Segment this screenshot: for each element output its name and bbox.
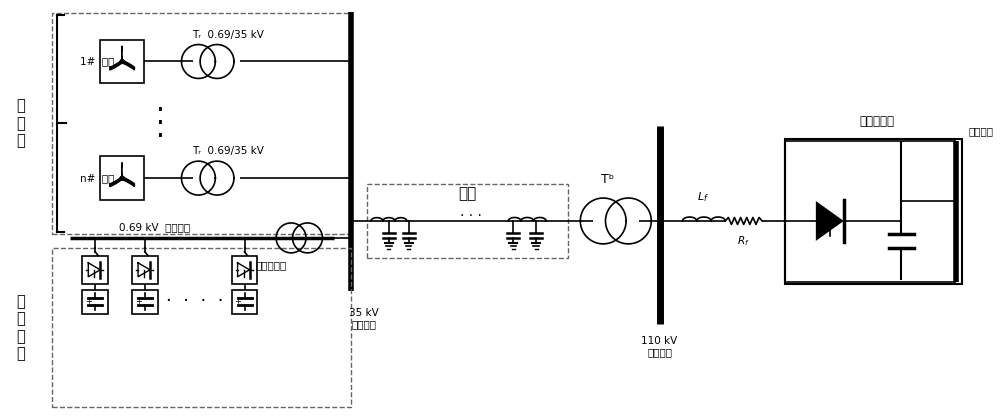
Bar — [232, 290, 257, 314]
Bar — [52, 12, 351, 234]
Text: 储
能
电
站: 储 能 电 站 — [16, 294, 25, 361]
Bar — [132, 256, 158, 284]
Circle shape — [120, 59, 124, 64]
Text: $R_f$: $R_f$ — [737, 234, 750, 248]
Bar — [100, 156, 144, 200]
Text: +: + — [135, 297, 142, 306]
Circle shape — [120, 176, 124, 180]
Bar — [82, 256, 108, 284]
Polygon shape — [122, 177, 134, 187]
Text: 线路: 线路 — [458, 186, 477, 201]
Text: · · ·: · · · — [460, 209, 481, 223]
Text: 升压变压器: 升压变压器 — [256, 260, 287, 270]
Polygon shape — [816, 201, 844, 241]
Text: 35 kV
交流每线: 35 kV 交流每线 — [349, 308, 379, 329]
Polygon shape — [122, 60, 134, 70]
Text: Tᵇ: Tᵇ — [601, 173, 614, 186]
Text: 0.69 kV  交流每线: 0.69 kV 交流每线 — [119, 222, 191, 232]
Text: 直流每线: 直流每线 — [968, 126, 993, 136]
Text: 送端换流站: 送端换流站 — [859, 115, 894, 128]
Text: 1#  风机: 1# 风机 — [80, 57, 115, 67]
Text: ·  ·  ·  ·: · · · · — [166, 292, 224, 310]
Bar — [232, 256, 257, 284]
Text: +: + — [85, 297, 92, 306]
Bar — [100, 40, 144, 84]
Text: Tᵣ  0.69/35 kV: Tᵣ 0.69/35 kV — [192, 146, 264, 156]
Text: ·: · — [156, 123, 164, 151]
Text: n#  风机: n# 风机 — [80, 173, 115, 183]
Text: ·: · — [156, 110, 164, 138]
Bar — [132, 290, 158, 314]
Text: 风
电
场: 风 电 场 — [16, 98, 25, 148]
Text: 110 kV
交流每线: 110 kV 交流每线 — [641, 336, 678, 357]
Polygon shape — [110, 177, 122, 187]
Bar — [785, 139, 962, 284]
Bar — [367, 184, 568, 258]
Bar — [52, 248, 351, 407]
Polygon shape — [110, 60, 122, 70]
Text: Tᵣ  0.69/35 kV: Tᵣ 0.69/35 kV — [192, 30, 264, 40]
Text: ·: · — [156, 97, 164, 125]
Text: $L_f$: $L_f$ — [697, 190, 709, 204]
Bar — [82, 290, 108, 314]
Text: +: + — [235, 297, 242, 306]
